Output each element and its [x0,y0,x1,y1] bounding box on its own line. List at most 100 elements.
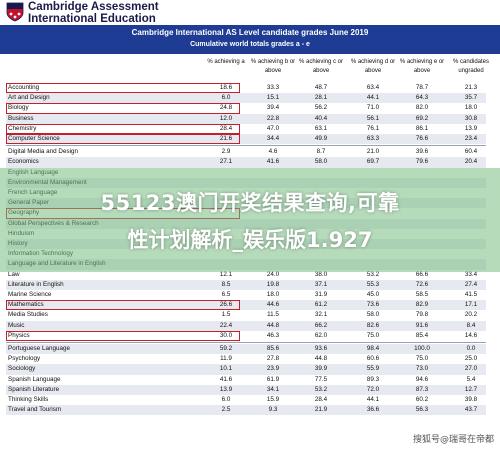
grade-cell: 44.8 [266,321,280,329]
overlay-banner [0,168,500,272]
grade-cell: 18.0 [464,104,478,112]
overlay-text-line1: 55123澳门开奖结果查询,可靠 [100,191,400,215]
column-header: % achieving a [207,59,245,65]
subject-name: Biology [8,104,29,112]
grade-cell: 77.5 [314,375,328,383]
grade-cell: 55.9 [366,365,380,373]
grade-cell: 2.9 [221,148,231,156]
column-header: % candidates ungraded [452,59,490,74]
grade-cell: 39.8 [464,396,478,403]
subject-name: Media Studies [8,311,48,319]
grade-cell: 19.8 [266,280,280,288]
grade-cell: 6.0 [221,396,231,403]
grade-cell: 30.0 [219,331,233,339]
table-row: Spanish Literature 13.9 34.1 53.2 72.0 87.3 12… [6,384,486,395]
subject-name: Portuguese Language [8,345,70,352]
grade-cell: 27.1 [219,158,233,166]
grade-cell: 53.2 [366,270,380,278]
grade-cell: 0.0 [466,345,476,352]
grade-cell: 56.2 [314,104,328,112]
table-row: Chemistry 28.4 47.0 63.1 76.1 86.1 13.9 [6,124,486,134]
grade-cell: 2.5 [221,406,231,414]
table-row: Economics 27.1 41.6 58.0 69.7 79.6 20.4 [6,157,486,168]
cambridge-crest-icon [6,2,24,22]
group-separator [6,342,486,343]
subject-name: Travel and Tourism [8,406,62,414]
grade-cell: 25.0 [464,355,478,363]
grade-cell: 1.5 [221,311,231,319]
grade-cell: 8.5 [221,280,231,288]
grade-cell: 8.4 [466,321,476,329]
grade-cell: 17.1 [464,301,478,309]
overlay-text-line2: 性计划解析_娱乐版1.927 [127,228,373,252]
grade-cell: 15.1 [266,94,280,102]
grade-cell: 49.9 [314,135,328,142]
subject-name: Art and Design [8,94,50,102]
subject-name: Accounting [8,84,40,91]
column-header: % achieving e or above [399,59,445,74]
grade-cell: 11.5 [267,311,279,319]
subject-name: Mathematics [8,301,44,309]
grade-cell: 69.2 [415,114,429,122]
table-row: Psychology 11.9 27.8 44.8 60.6 75.0 25.0 [6,354,486,364]
grade-cell: 82.0 [415,104,429,112]
grade-cell: 40.4 [314,114,328,122]
grade-cell: 56.3 [415,406,429,414]
subject-name: Chemistry [8,124,37,132]
table-row: Literature in English 8.5 19.8 37.1 55.3 72.6… [6,279,486,290]
table-subtitle: Cumulative world totals grades a - e [190,41,310,48]
grade-cell: 46.3 [266,331,280,339]
grade-cell: 44.1 [366,396,380,403]
grade-cell: 22.8 [266,114,280,122]
grade-cell: 34.1 [266,385,280,393]
table-row: Art and Design 6.0 15.1 28.1 44.1 64.3 35.7 [6,93,486,104]
grade-cell: 36.6 [366,406,380,414]
grade-cell: 23.9 [266,365,280,373]
grade-cell: 37.1 [314,280,328,288]
grade-cell: 31.9 [314,291,328,298]
grade-cell: 73.6 [366,301,380,309]
grade-cell: 98.4 [366,345,380,352]
grade-cell: 4.6 [268,148,278,156]
subject-name: Thinking Skills [8,396,49,403]
subject-name: Digital Media and Design [8,148,79,156]
grade-cell: 61.9 [266,375,280,383]
grade-cell: 94.6 [415,375,429,383]
table-row: Accounting 18.6 33.3 48.7 63.4 78.7 21.3 [6,83,486,93]
grade-cell: 21.3 [464,84,478,91]
subject-name: Music [8,321,25,329]
grade-cell: 18.0 [266,291,280,298]
grade-cell: 60.4 [464,148,478,156]
subject-name: Spanish Language [8,375,61,383]
table-title: Cambridge International AS Level candida… [131,28,369,37]
grade-cell: 20.4 [464,158,478,166]
grade-cell: 41.6 [266,158,280,166]
grade-cell: 85.4 [415,331,429,339]
subject-name: Psychology [8,355,41,363]
grade-cell: 41.6 [219,375,233,383]
grade-cell: 27.0 [464,365,478,373]
grade-cell: 64.3 [415,94,429,102]
column-header: % achieving d or above [350,59,396,74]
document-header: Cambridge Assessment International Educa… [0,0,500,26]
grade-cell: 45.0 [366,291,380,298]
grade-cell: 72.6 [415,280,429,288]
grade-cell: 66.2 [314,321,328,329]
grade-cell: 82.6 [366,321,380,329]
grade-cell: 24.0 [266,270,280,278]
grade-cell: 63.1 [314,124,328,132]
grade-cell: 35.7 [464,94,478,102]
grade-cell: 12.1 [219,270,233,278]
table-row: Portuguese Language 59.2 85.6 93.6 98.4 100.0… [6,344,486,355]
subject-name: Business [8,114,34,122]
grade-cell: 79.6 [415,158,429,166]
subject-name: Sociology [8,365,36,373]
table-row: Marine Science 6.5 18.0 31.9 45.0 58.5 41.5 [6,290,486,300]
grade-cell: 12.0 [219,114,233,122]
table-row: Law 12.1 24.0 38.0 53.2 66.6 33.4 [6,270,486,280]
grade-cell: 39.6 [415,148,429,156]
grade-cell: 32.1 [314,311,328,319]
table-row: Physics 30.0 46.3 62.0 75.0 85.4 14.6 [6,331,486,341]
group-separator [6,145,486,147]
grade-cell: 11.9 [220,355,232,363]
